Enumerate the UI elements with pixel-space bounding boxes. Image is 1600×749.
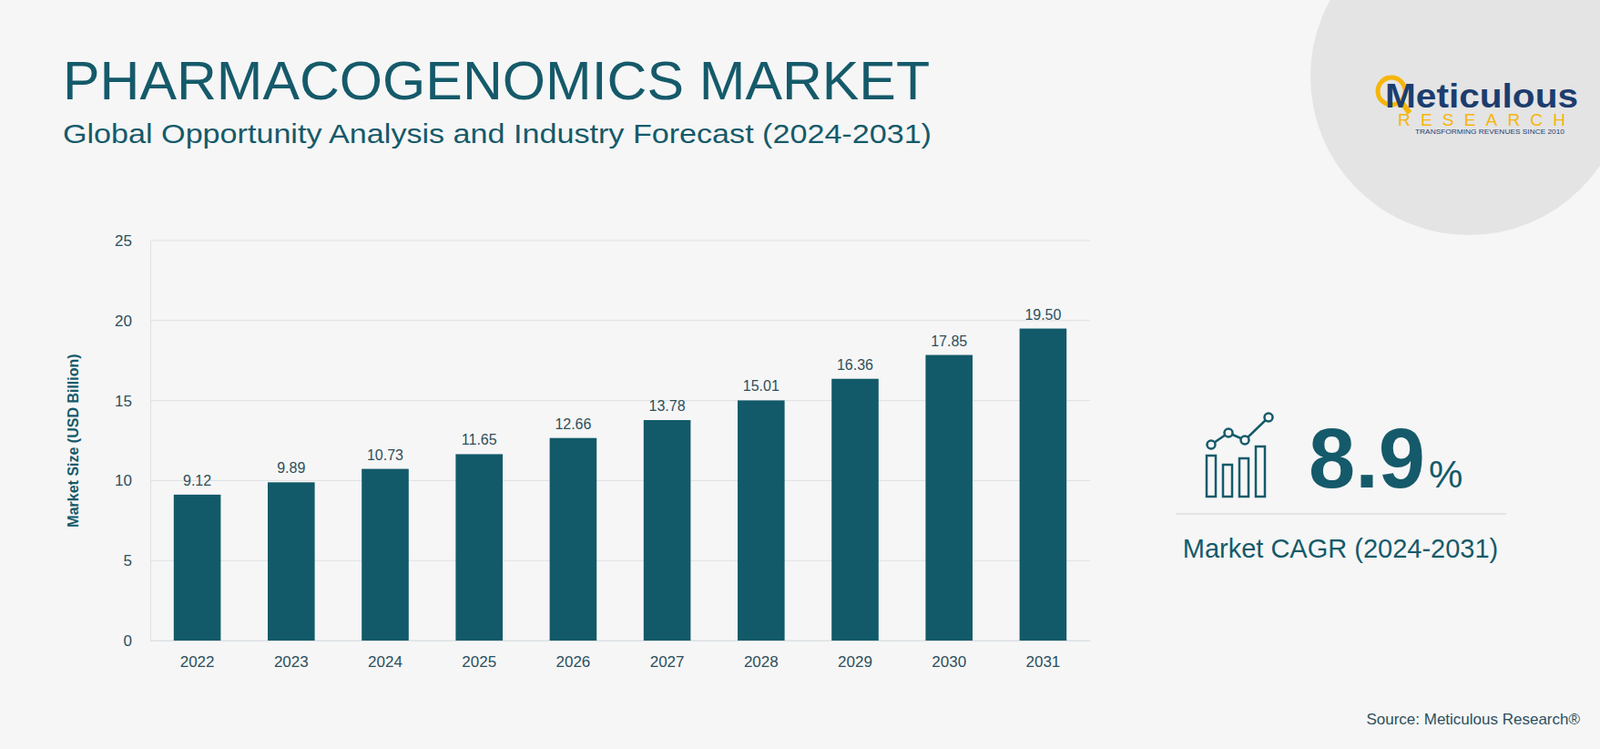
x-tick: 2028 [743, 640, 779, 671]
cagr-icon-bar [1255, 446, 1265, 497]
logo-tagline: TRANSFORMING REVENUES SINCE 2010 [1415, 128, 1565, 135]
data-label: 19.50 [1024, 306, 1061, 323]
y-tick-label: 25 [114, 232, 133, 250]
data-label: 16.36 [836, 356, 874, 373]
y-axis-line [150, 241, 152, 642]
x-tick-label: 2027 [650, 652, 685, 671]
data-label: 13.78 [649, 397, 686, 414]
chart: MeticulousRESEARCHTRANSFORMING REVENUES … [0, 0, 1600, 749]
x-tick: 2027 [650, 640, 685, 671]
bars [173, 328, 1067, 641]
data-label: 9.89 [276, 459, 306, 476]
x-tick-label: 2028 [743, 652, 779, 671]
cagr-icon-dot [1264, 413, 1274, 422]
data-label: 11.65 [461, 431, 498, 448]
y-tick-label: 15 [114, 392, 133, 410]
bar [173, 494, 222, 641]
x-tick-label: 2024 [367, 652, 403, 671]
cagr-icon-bar [1206, 455, 1216, 497]
bar [831, 378, 879, 641]
y-tick: 0 [123, 631, 151, 650]
data-label: 9.12 [183, 472, 212, 489]
x-tick-label: 2031 [1025, 652, 1060, 671]
x-tick: 2026 [555, 640, 591, 671]
source: Source: Meticulous Research® [1365, 710, 1580, 728]
x-tick: 2023 [274, 640, 309, 671]
title: PHARMACOGENOMICS MARKET [62, 50, 930, 112]
logo-name: Meticulous [1385, 77, 1579, 115]
x-tick: 2030 [931, 640, 967, 671]
y-tick: 10 [114, 471, 151, 490]
grid-line [150, 319, 1091, 321]
cagr-icon-bar [1222, 464, 1233, 497]
bar [455, 453, 503, 641]
y-tick: 25 [114, 232, 151, 250]
y-tick: 15 [114, 392, 151, 410]
x-tick-label: 2026 [555, 652, 591, 671]
cagr-icon-dot [1241, 436, 1250, 445]
x-tick: 2025 [461, 640, 497, 671]
bar [737, 399, 785, 641]
data-label: 10.73 [366, 447, 404, 463]
bar [267, 481, 316, 641]
data-label: 15.01 [743, 377, 780, 394]
y-axis: 0 5 10 15 20 25 [114, 232, 151, 650]
y-tick: 20 [114, 312, 151, 330]
x-tick: 2029 [837, 640, 873, 671]
x-tick-label: 2025 [461, 652, 497, 671]
bar [361, 468, 409, 641]
data-labels: 9.12 9.89 10.73 11.65 12.66 13.78 15.01 16.36 17… [183, 306, 1061, 489]
cagr-icon-line [1211, 417, 1269, 445]
x-tick-label: 2030 [931, 652, 967, 671]
data-label: 12.66 [554, 416, 592, 432]
cagr-number: 8.9 [1308, 411, 1426, 505]
cagr-value: 8.9% [1308, 411, 1463, 505]
bar [643, 419, 692, 641]
x-tick-label: 2023 [274, 652, 309, 671]
grid-line [150, 240, 1091, 242]
bar [550, 438, 598, 641]
logo-circle [1310, 0, 1600, 235]
bar [925, 355, 973, 641]
x-tick-label: 2022 [180, 652, 215, 671]
y-tick-label: 5 [123, 551, 133, 570]
x-axis: 2022 2023 2024 2025 2026 2027 2028 2029 2030 2031 [151, 640, 1091, 671]
logo-subname: RESEARCH [1397, 110, 1566, 130]
cagr-icon-dot [1207, 440, 1216, 449]
cagr-icon [1206, 413, 1274, 498]
bar [1019, 328, 1068, 641]
grid [150, 240, 1091, 641]
y-axis-title: Market Size (USD Billion) [65, 353, 82, 527]
y-tick: 5 [123, 551, 151, 570]
data-label: 17.85 [930, 333, 968, 349]
x-axis-line [151, 640, 1091, 642]
cagr-icon-dot [1224, 428, 1234, 438]
cagr-divider [1175, 513, 1507, 515]
cagr-unit: % [1428, 452, 1463, 496]
cagr-icon-bar [1239, 458, 1249, 497]
subtitle: Global Opportunity Analysis and Industry… [62, 118, 932, 149]
cagr-label: Market CAGR (2024-2031) [1182, 533, 1499, 563]
x-tick-label: 2029 [837, 652, 873, 671]
y-tick-label: 0 [123, 631, 133, 650]
y-tick-label: 20 [114, 312, 133, 330]
x-tick: 2031 [1025, 640, 1060, 671]
y-tick-label: 10 [114, 471, 133, 490]
x-tick: 2024 [367, 640, 403, 671]
x-tick: 2022 [180, 640, 215, 671]
